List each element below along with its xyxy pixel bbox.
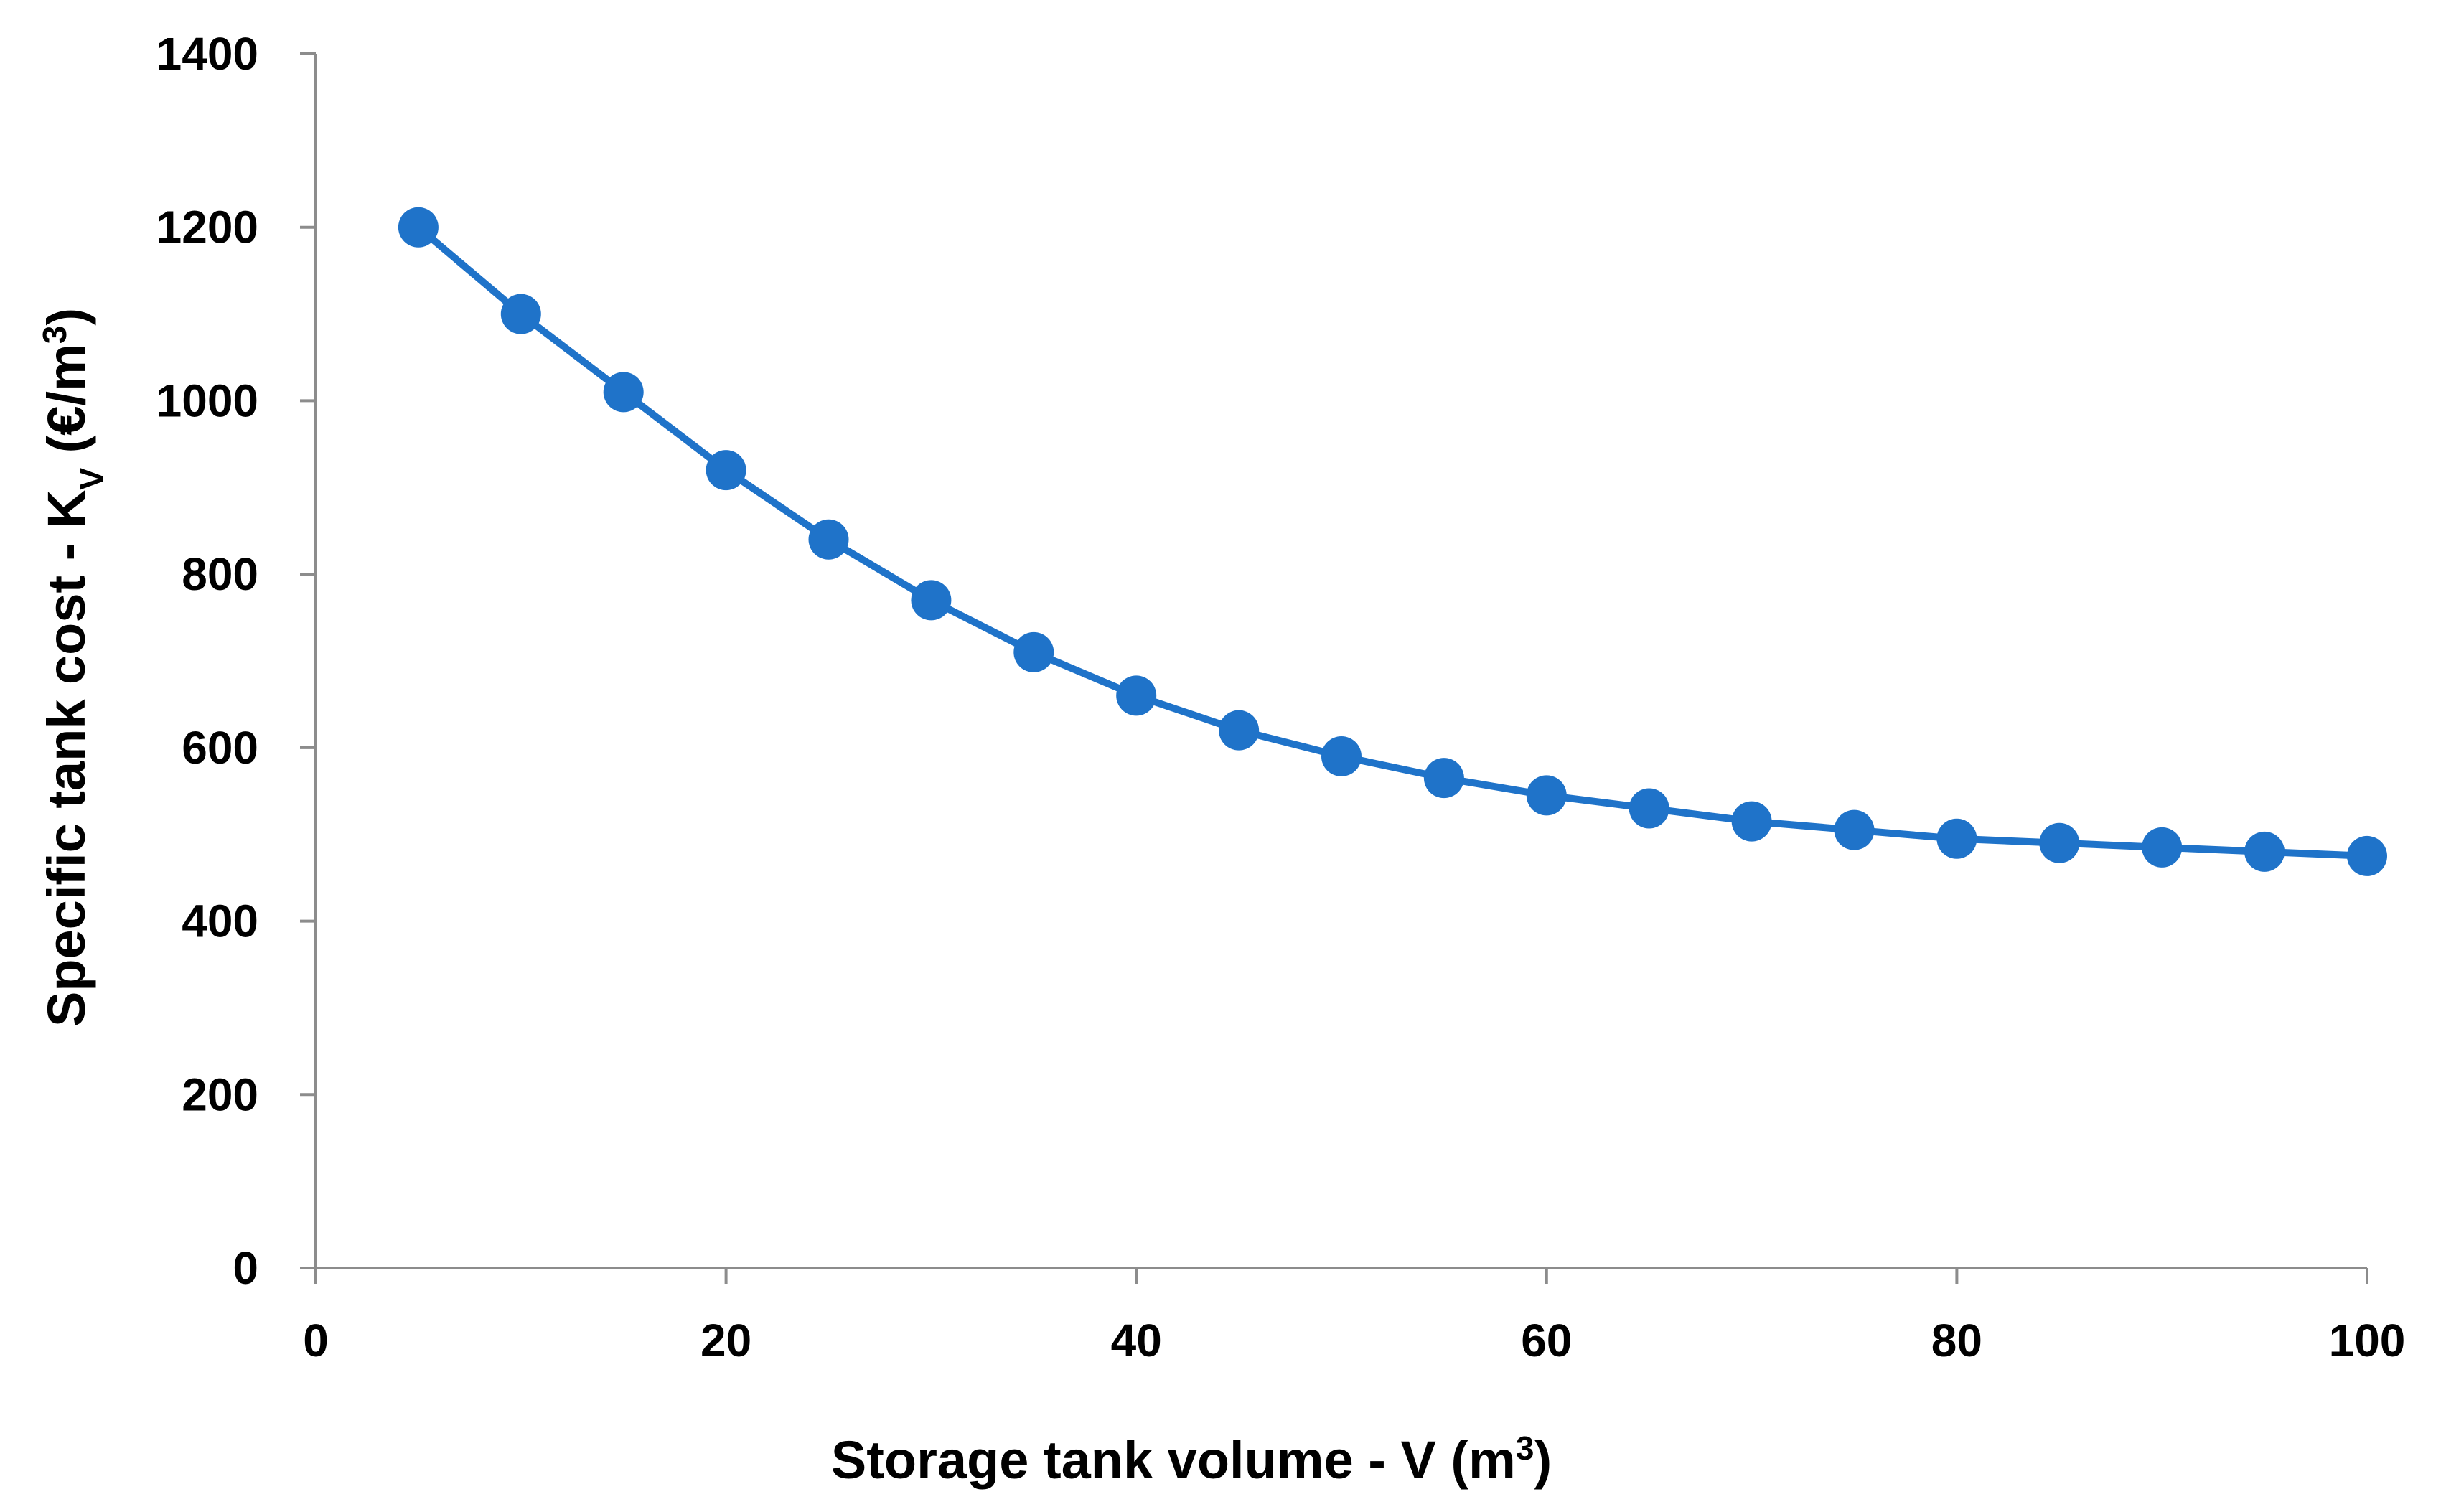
data-point	[1321, 736, 1362, 776]
x-tick-label: 20	[700, 1315, 751, 1366]
data-point	[911, 580, 952, 621]
data-point	[706, 450, 746, 491]
y-axis-title-main: Specific tank cost - K	[37, 490, 96, 1027]
y-axis-title-end: )	[37, 308, 96, 326]
axes	[300, 52, 2368, 1284]
y-tick-label: 0	[233, 1242, 258, 1294]
data-point	[1629, 788, 1669, 829]
series-group	[398, 207, 2387, 876]
data-point	[1834, 809, 1875, 850]
data-point	[398, 207, 439, 248]
series-line	[414, 223, 2371, 860]
x-tick-label: 40	[1111, 1315, 1162, 1366]
x-tick-label: 100	[2329, 1315, 2406, 1366]
data-point	[2244, 831, 2285, 872]
y-tick-label: 200	[182, 1069, 258, 1120]
x-tick-label: 80	[1931, 1315, 1982, 1366]
data-point	[500, 294, 541, 334]
data-point	[1526, 775, 1567, 816]
data-point	[1013, 631, 1054, 672]
data-point	[2347, 835, 2387, 876]
x-axis-title-end: )	[1534, 1430, 1552, 1490]
x-axis-title-main: Storage tank volume - V (m	[831, 1430, 1516, 1490]
y-tick-label: 1000	[156, 375, 258, 426]
y-tick-label: 800	[182, 548, 258, 600]
data-point	[1116, 675, 1157, 716]
y-tick-label: 600	[182, 722, 258, 774]
x-axis-title-sup: 3	[1516, 1429, 1534, 1467]
data-point	[2039, 822, 2080, 863]
x-axis-title: Storage tank volume - V (m3)	[831, 1429, 1552, 1490]
y-axis-title-sub: V	[73, 468, 111, 490]
y-tick-label: 1400	[156, 28, 258, 80]
data-point	[808, 519, 849, 560]
data-point	[1936, 818, 1977, 859]
data-point	[1731, 801, 1772, 842]
data-point	[1423, 758, 1464, 799]
tick-labels: 0 200 400 600 800 1000 1200 1400 0 20 40 60 80 100	[156, 28, 2406, 1366]
x-tick-label: 0	[303, 1315, 329, 1366]
data-point	[2142, 827, 2183, 868]
y-tick-label: 400	[182, 896, 258, 947]
data-point	[603, 372, 644, 413]
data-point	[1219, 710, 1260, 751]
y-axis-title-mid: (€/m	[37, 344, 96, 468]
y-axis-title-sup: 3	[36, 326, 73, 344]
x-tick-label: 60	[1521, 1315, 1572, 1366]
y-axis-title: Specific tank cost - KV (€/m3)	[36, 308, 111, 1027]
y-tick-label: 1200	[156, 202, 258, 253]
